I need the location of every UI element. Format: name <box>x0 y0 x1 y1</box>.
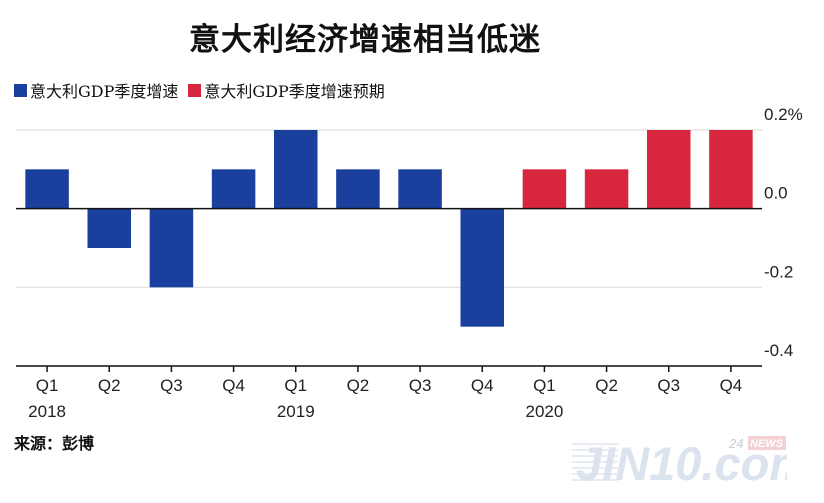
watermark-news-badge <box>748 436 786 450</box>
year-label: 2018 <box>28 402 66 421</box>
bar-actual <box>336 169 380 209</box>
x-tick-label: Q3 <box>657 376 680 395</box>
bar-actual <box>211 169 256 209</box>
bar-chart: 0.2% 0.0 -0.2 -0.4 Q1 Q2 Q3 Q4 Q1 Q2 Q3 Q4 Q1 Q2 Q3 Q4 2… <box>16 105 803 421</box>
y-tick-label: 0.0 <box>764 184 788 203</box>
legend-item-forecast: 意大利GDP季度增速预期 <box>188 78 385 102</box>
year-label: 2019 <box>277 402 315 421</box>
bar-forecast <box>646 130 691 209</box>
source-note: 来源：彭博 <box>14 434 95 453</box>
bar-forecast <box>709 130 753 209</box>
chart-legend: 意大利GDP季度增速 意大利GDP季度增速预期 <box>14 78 395 102</box>
legend-swatch-actual <box>14 83 27 97</box>
year-label: 2020 <box>526 402 564 421</box>
bar-forecast <box>584 169 629 209</box>
legend-label-actual: 意大利GDP季度增速 <box>30 82 179 101</box>
bar-actual <box>25 169 69 209</box>
x-tick-label: Q1 <box>284 376 307 395</box>
x-tick-label: Q2 <box>595 376 618 395</box>
chart-title: 意大利经济增速相当低迷 <box>189 22 541 58</box>
x-tick-label: Q4 <box>222 376 245 395</box>
y-tick-label: -0.2 <box>764 262 793 281</box>
x-tick-label: Q3 <box>160 376 183 395</box>
jin10-logo-icon: JIN10.com 24 NEWS <box>572 436 811 490</box>
bar-actual <box>149 208 194 288</box>
legend-item-actual: 意大利GDP季度增速 <box>14 78 178 102</box>
bar-actual <box>87 208 132 248</box>
x-tick-label: Q3 <box>409 376 432 395</box>
x-tick-label: Q4 <box>471 376 494 395</box>
watermark-24: 24 <box>728 436 743 451</box>
x-tick-label: Q4 <box>720 376 743 395</box>
x-tick-label: Q2 <box>98 376 121 395</box>
y-tick-label: -0.4 <box>764 341 793 360</box>
watermark-stripes <box>572 443 618 481</box>
legend-swatch-forecast <box>188 83 202 97</box>
x-tick-label: Q2 <box>347 376 370 395</box>
watermark-logo: JIN10.com 24 NEWS <box>572 428 811 499</box>
bar-forecast <box>522 169 567 209</box>
bar-actual <box>398 169 442 209</box>
bar-actual <box>460 208 505 327</box>
y-tick-label: 0.2% <box>764 105 803 124</box>
bar-actual <box>273 130 318 209</box>
legend-label-forecast: 意大利GDP季度增速预期 <box>204 82 385 101</box>
x-tick-label: Q1 <box>36 376 59 395</box>
watermark-news: NEWS <box>750 438 784 450</box>
x-tick-label: Q1 <box>533 376 556 395</box>
